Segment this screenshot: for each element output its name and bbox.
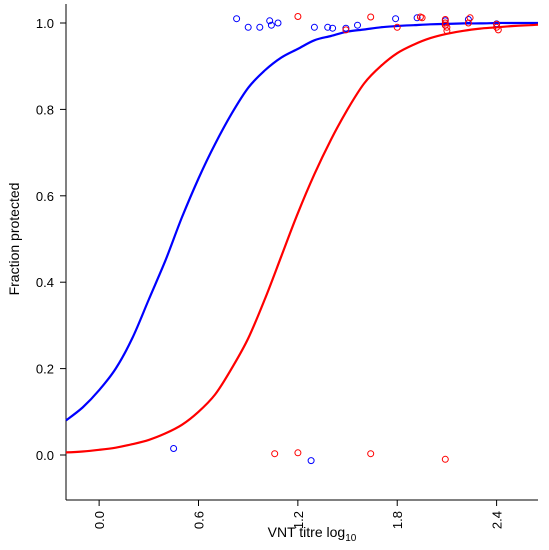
data-point-series-1 — [233, 15, 241, 23]
data-point-series-2 — [342, 26, 350, 34]
data-point-series-1 — [329, 24, 337, 32]
x-tick-label: 1.8 — [390, 511, 405, 529]
x-tick-label: 2.4 — [490, 511, 505, 529]
y-tick-label: 0.2 — [36, 362, 54, 377]
data-point-series-1 — [307, 457, 315, 465]
y-axis-ticks: 0.0 0.2 0.4 0.6 0.8 1.0 — [36, 16, 66, 463]
data-point-series-1 — [274, 19, 282, 27]
data-point-series-1 — [354, 21, 361, 29]
y-tick-label: 1.0 — [36, 16, 54, 31]
data-point-series-2 — [443, 23, 451, 31]
data-point-series-2 — [494, 26, 502, 34]
y-tick-label: 0.4 — [36, 275, 54, 290]
data-points — [170, 13, 502, 465]
data-point-series-1 — [256, 23, 264, 31]
x-axis-label-subscript: 10 — [345, 533, 357, 544]
x-axis-label-main: VNT titre log — [268, 524, 346, 540]
data-point-series-2 — [294, 449, 302, 457]
y-axis-label: Fraction protected — [6, 183, 22, 296]
fitted-curve-1 — [65, 21, 538, 422]
data-point-series-2 — [393, 23, 401, 31]
data-point-series-2 — [441, 19, 449, 27]
data-point-series-1 — [267, 21, 275, 29]
data-point-series-1 — [324, 23, 332, 31]
x-tick-label: 0.0 — [92, 511, 107, 529]
fitted-curves — [65, 21, 539, 454]
data-point-series-1 — [464, 16, 472, 23]
data-point-series-1 — [244, 23, 252, 31]
data-point-series-2 — [294, 13, 302, 20]
data-point-series-2 — [367, 13, 375, 21]
y-tick-label: 0.8 — [36, 102, 54, 117]
data-point-series-2 — [418, 14, 426, 22]
x-axis-ticks: 0.0 0.6 1.2 1.8 2.4 — [92, 500, 505, 529]
data-point-series-1 — [392, 15, 400, 23]
fitted-curve-2 — [65, 23, 539, 454]
data-point-series-2 — [443, 27, 451, 35]
y-tick-label: 0.6 — [36, 189, 54, 204]
plot-frame — [65, 4, 538, 501]
x-tick-label: 1.2 — [291, 511, 306, 529]
data-point-series-1 — [310, 23, 318, 31]
x-tick-label: 0.6 — [191, 511, 206, 529]
data-point-series-2 — [367, 450, 375, 458]
data-point-series-2 — [466, 14, 474, 22]
data-point-series-1 — [170, 445, 178, 452]
data-point-series-2 — [271, 450, 279, 458]
x-axis-label: VNT titre log10 — [268, 524, 357, 544]
y-tick-label: 0.0 — [36, 448, 54, 463]
data-point-series-2 — [441, 455, 449, 463]
data-point-series-1 — [413, 14, 421, 22]
data-point-series-1 — [266, 17, 274, 25]
